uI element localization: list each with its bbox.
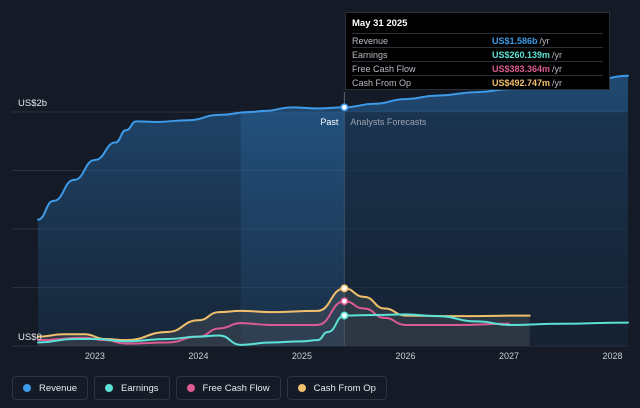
forecast-label: Analysts Forecasts [350,117,427,127]
past-label: Past [320,117,339,127]
tooltip-row: Revenue US$1.586b/yr [352,33,603,47]
marker-free-cash-flow [340,297,349,306]
legend-dot-icon [105,384,114,392]
legend-item-cash-from-op[interactable]: Cash From Op [286,376,387,400]
tooltip-row: Earnings US$260.139m/yr [352,47,603,61]
cash-from-op-area [38,288,530,346]
legend-label: Free Cash Flow [202,382,270,394]
legend-dot-icon [23,384,31,392]
hover-markers [340,103,349,320]
x-tick-label: 2025 [292,351,312,361]
forecast-shade [344,112,628,346]
tooltip-row-unit: /yr [552,49,563,60]
y-axis-top-label: US$2b [18,98,47,109]
marker-cash-from-op [340,284,349,293]
legend-dot-icon [186,384,195,392]
tooltip: May 31 2025 Revenue US$1.586b/yr Earnings U… [345,12,610,90]
legend-label: Revenue [39,382,78,394]
revenue-area [38,75,628,346]
legend-label: Cash From Op [313,382,376,394]
marker-earnings [340,311,349,320]
y-axis-zero-label: US$0 [18,332,42,343]
tooltip-row-value: US$260.139m [492,49,551,60]
series-lines [37,74,629,346]
tooltip-row-unit: /yr [539,35,550,46]
tooltip-row-label: Cash From Op [352,77,412,88]
legend-item-free-cash-flow[interactable]: Free Cash Flow [175,376,281,400]
tooltip-row-unit: /yr [552,77,563,88]
tooltip-row-value: US$383.364m [492,63,551,74]
legend-item-earnings[interactable]: Earnings [94,376,170,400]
legend: Revenue Earnings Free Cash Flow Cash From O… [12,376,387,400]
series-line-revenue [37,74,629,221]
tooltip-date: May 31 2025 [352,18,408,29]
x-tick-label: 2028 [602,351,622,361]
tooltip-row-label: Free Cash Flow [352,63,416,74]
legend-dot-icon [297,384,306,392]
x-tick-label: 2027 [499,351,519,361]
tooltip-row-label: Revenue [352,35,389,46]
series-line-earnings [37,313,629,346]
tooltip-row: Free Cash Flow US$383.364m/yr [352,61,603,75]
tooltip-row-label: Earnings [352,49,388,60]
legend-item-revenue[interactable]: Revenue [12,376,89,400]
marker-revenue [340,103,349,112]
series-line-free-cash-flow [37,300,510,345]
tooltip-row-value: US$1.586b [492,35,538,46]
tooltip-row-value: US$492.747m [492,77,551,88]
x-tick-label: 2023 [85,351,105,361]
x-tick-label: 2024 [188,351,208,361]
tooltip-row-unit: /yr [552,63,563,74]
axis: US$2b US$0 2023 2024 2025 2026 2027 2028 Past Ana… [18,98,622,361]
tooltip-row: Cash From Op US$492.747m/yr [352,75,603,89]
legend-label: Earnings [121,382,159,394]
series-areas [38,75,628,346]
x-tick-label: 2026 [395,351,415,361]
